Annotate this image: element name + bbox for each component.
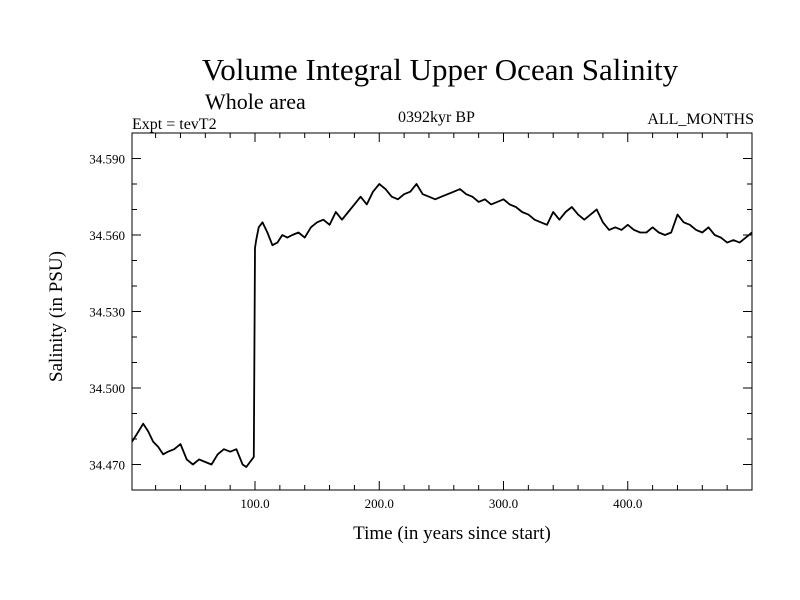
y-tick-label: 34.500 [89,381,125,396]
y-tick-label: 34.530 [89,305,125,320]
y-tick-label: 34.470 [89,458,125,473]
x-tick-label: 300.0 [489,496,518,511]
chart-subtitle: Whole area [205,89,306,114]
experiment-label: Expt = tevT2 [132,116,217,133]
months-label: ALL_MONTHS [647,111,754,128]
period-label: 0392kyr BP [398,109,475,126]
y-tick-label: 34.560 [89,228,125,243]
x-tick-label: 100.0 [240,496,269,511]
x-tick-label: 200.0 [365,496,394,511]
y-tick-label: 34.590 [89,152,125,167]
chart-title: Volume Integral Upper Ocean Salinity [201,52,679,87]
plot-frame [131,132,753,491]
x-axis-title: Time (in years since start) [353,523,551,544]
x-tick-label: 400.0 [613,496,642,511]
y-axis-title: Salinity (in PSU) [46,251,67,382]
salinity-series-line [131,183,753,468]
